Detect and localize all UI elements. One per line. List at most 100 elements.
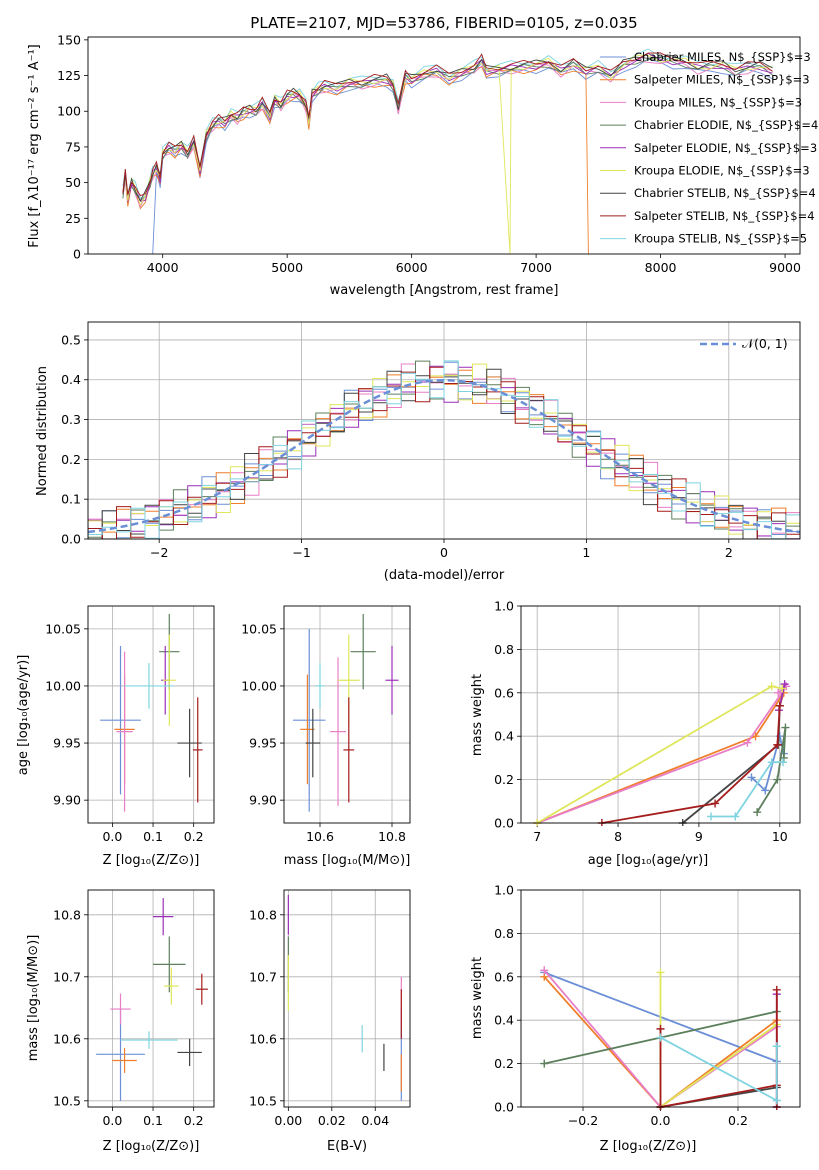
mass-weight-marker: [743, 738, 752, 747]
x-tick-label: 2: [725, 545, 733, 560]
x-tick-label: 0.1: [143, 829, 163, 844]
y-tick-label: 75: [65, 139, 81, 154]
mass-weight-marker: [540, 1059, 549, 1068]
mass-weight-series-line: [711, 761, 783, 818]
y-tick-label: 0.5: [61, 332, 81, 347]
x-tick-label: 6000: [396, 260, 428, 275]
spectrum-series-line: [152, 58, 773, 254]
mass-weight-marker: [767, 758, 776, 767]
mass-weight-marker: [747, 773, 756, 782]
massweight-vs-z-xlabel: Z [log₁₀(Z/Z⊙)]: [600, 1139, 697, 1154]
mass-weight-marker: [656, 968, 665, 977]
spectrum-lines: [122, 48, 773, 254]
mass-weight-marker: [774, 688, 783, 697]
spectrum-series-line: [122, 54, 773, 254]
y-tick-label: 10.00: [45, 678, 81, 693]
spectrum-legend-label: Salpeter ELODIE, N$_{SSP}$=3: [634, 141, 817, 155]
x-tick-label: 0.02: [318, 1113, 346, 1128]
axes-frame: [283, 605, 411, 824]
y-tick-label: 25: [65, 211, 81, 226]
mass-weight-marker: [773, 775, 782, 784]
age-vs-z-xlabel: Z [log₁₀(Z/Z⊙)]: [103, 853, 200, 868]
mass-weight-marker: [779, 753, 788, 762]
axes-frame: [520, 889, 801, 1108]
y-tick-label: 0.3: [61, 412, 81, 427]
x-tick-label: 4000: [147, 260, 179, 275]
y-tick-label: 0.2: [494, 772, 514, 787]
mass-vs-z-xlabel: Z [log₁₀(Z/Z⊙)]: [103, 1139, 200, 1154]
mass-weight-marker: [731, 812, 740, 821]
y-tick-label: 10.8: [53, 907, 81, 922]
age-vs-mass-plot: 10.6 10.8 9.90 9.95 10.00 10.05: [241, 605, 411, 844]
mass-weight-marker: [753, 808, 762, 817]
y-tick-label: 125: [57, 68, 81, 83]
mass-weight-marker: [772, 1096, 781, 1105]
axes-frame: [87, 321, 801, 540]
axes-frame: [87, 889, 215, 1108]
mass-weight-series-line: [536, 692, 785, 824]
spectrum-legend-label: Salpeter STELIB, N$_{SSP}$=4: [634, 209, 815, 223]
spectrum-series-line: [122, 55, 773, 202]
x-tick-label: 9: [695, 829, 703, 844]
mass-weight-marker: [540, 966, 549, 975]
spectrum-series-line: [122, 62, 589, 254]
mass-weight-marker: [711, 799, 720, 808]
mass-weight-series-line: [682, 705, 781, 824]
x-tick-label: 1: [582, 545, 590, 560]
x-tick-label: 7: [533, 829, 541, 844]
y-tick-label: 0.2: [494, 1056, 514, 1071]
y-tick-label: 0.4: [494, 729, 514, 744]
x-tick-label: 10: [772, 829, 788, 844]
y-tick-label: 10.6: [249, 1031, 277, 1046]
normal-curve: [88, 378, 800, 534]
spectrum-legend-label: Salpeter MILES, N$_{SSP}$=3: [634, 73, 810, 87]
x-tick-label: 10.8: [378, 829, 406, 844]
spectrum-legend-label: Kroupa MILES, N$_{SSP}$=3: [634, 95, 802, 109]
mass-weight-series-line: [601, 705, 781, 824]
y-tick-label: 10.00: [241, 678, 277, 693]
x-tick-label: 0: [440, 545, 448, 560]
mass-weight-marker: [779, 758, 788, 767]
mass-weight-marker: [761, 786, 770, 795]
mass-vs-z-ylabel: mass [log₁₀(M/M⊙)]: [26, 935, 41, 1062]
normal-legend-label: 𝒩(0, 1): [742, 336, 788, 351]
x-tick-label: 8000: [645, 260, 677, 275]
x-tick-label: −1: [292, 545, 310, 560]
y-tick-label: 0.8: [494, 642, 514, 657]
mass-weight-marker: [656, 1024, 665, 1033]
y-tick-label: 0.0: [494, 1100, 514, 1115]
y-tick-label: 0.4: [61, 372, 81, 387]
residuals-xlabel: (data-model)/error: [384, 568, 505, 583]
y-tick-label: 50: [65, 175, 81, 190]
x-tick-label: 10.6: [306, 829, 334, 844]
y-tick-label: 10.05: [241, 621, 277, 636]
spectrum-series-line: [122, 52, 773, 197]
y-tick-label: 0.4: [494, 1013, 514, 1028]
y-tick-label: 150: [57, 32, 81, 47]
y-tick-label: 1.0: [494, 883, 514, 898]
x-tick-label: 0.0: [651, 1113, 671, 1128]
y-tick-label: 0.8: [494, 926, 514, 941]
x-tick-label: 5000: [271, 260, 303, 275]
mass-weight-marker: [767, 682, 776, 691]
spectrum-series-line: [122, 48, 773, 200]
mass-weight-marker: [773, 740, 782, 749]
x-tick-label: −2: [150, 545, 168, 560]
mass-weight-lines: [540, 966, 781, 1110]
spectrum-legend: Chabrier MILES, N$_{SSP}$=3 Salpeter MILE…: [600, 50, 818, 246]
massweight-vs-z-ylabel: mass weight: [470, 957, 485, 1039]
x-tick-label: 0.00: [274, 1113, 302, 1128]
histograms: [88, 360, 800, 539]
y-tick-label: 10.5: [249, 1093, 277, 1108]
mass-weight-marker: [775, 701, 784, 710]
age-vs-z-plot: 0.0 0.1 0.2 9.90 9.95 10.00 10.05: [45, 605, 215, 844]
mass-weight-marker: [781, 723, 790, 732]
mass-weight-marker: [772, 985, 781, 994]
age-vs-mass-xlabel: mass [log₁₀(M/M⊙)]: [284, 853, 411, 868]
mass-weight-lines: [533, 680, 791, 826]
mass-weight-marker: [656, 1033, 665, 1042]
x-tick-label: 0.2: [184, 1113, 204, 1128]
axes-frame: [87, 605, 215, 824]
spectrum-legend-label: Chabrier ELODIE, N$_{SSP}$=4: [634, 118, 818, 132]
